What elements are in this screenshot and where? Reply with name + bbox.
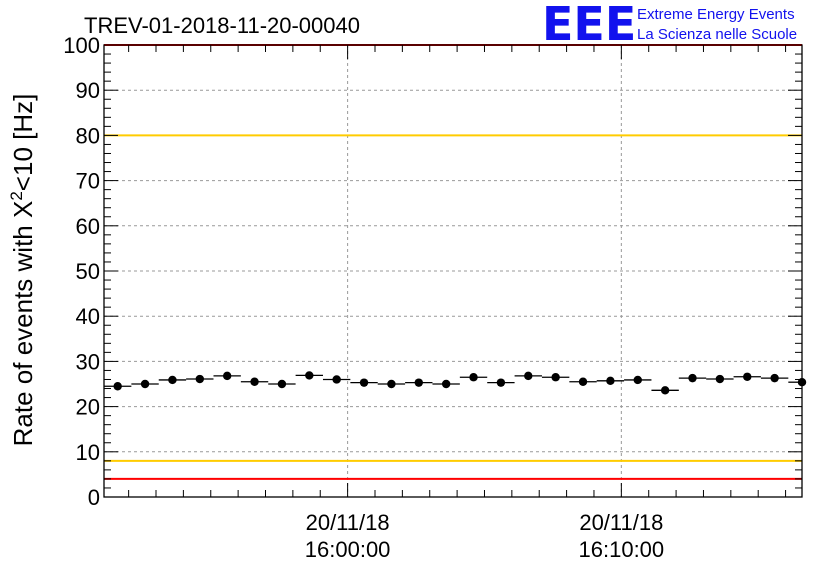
y-tick-label: 50	[76, 259, 100, 284]
y-tick-label: 30	[76, 349, 100, 374]
data-point	[305, 371, 314, 380]
data-point	[578, 377, 588, 386]
y-tick-label: 20	[76, 395, 100, 420]
data-point	[606, 376, 615, 386]
eee-logo-mark: EEE	[542, 0, 636, 51]
data-point	[715, 374, 725, 384]
eee-logo-line2: La Scienza nelle Scuole	[637, 26, 797, 43]
data-point	[660, 386, 670, 395]
data-point	[332, 375, 341, 384]
data-point	[524, 371, 533, 381]
y-tick-label: 100	[63, 33, 100, 58]
x-tick-label-date: 20/11/18	[579, 510, 663, 535]
data-point	[250, 377, 259, 386]
data-point	[633, 375, 642, 385]
x-tick-label-date: 20/11/18	[306, 510, 390, 535]
y-tick-label: 90	[76, 78, 100, 103]
data-point	[441, 379, 451, 389]
eee-logo-line1: Extreme Energy Events	[637, 6, 795, 23]
y-tick-label: 10	[76, 440, 100, 465]
y-tick-label: 40	[76, 304, 100, 329]
y-axis-label-superscript: 2	[7, 191, 26, 200]
data-point	[496, 378, 506, 387]
y-tick-labels: 0 10 20 30 40 50 60 70 80 90 100	[63, 33, 100, 510]
y-tick-label: 80	[76, 123, 100, 148]
chart-title: TREV-01-2018-11-20-00040	[84, 13, 360, 38]
y-axis-label-tail: <10 [Hz]	[8, 94, 38, 192]
data-point	[414, 378, 423, 387]
y-axis-label-main: Rate of events with X	[8, 201, 38, 447]
x-tick-label-time: 16:00:00	[305, 537, 391, 562]
plot-frame	[103, 44, 803, 498]
data-point	[222, 371, 232, 381]
y-tick-label: 70	[76, 169, 100, 194]
data-point	[469, 373, 478, 382]
data-point	[168, 375, 177, 385]
y-tick-label: 60	[76, 214, 100, 239]
y-axis-label: Rate of events with X2<10 [Hz]	[7, 94, 38, 447]
data-point	[140, 379, 150, 389]
x-tick-label-time: 16:10:00	[579, 537, 665, 562]
data-point	[770, 373, 779, 383]
y-tick-label: 0	[88, 485, 100, 510]
data-point	[277, 379, 287, 389]
data-point	[195, 374, 205, 384]
data-point	[743, 372, 752, 381]
eee-logo: EEE Extreme Energy Events La Scienza nel…	[542, 0, 797, 51]
data-point	[113, 382, 122, 391]
data-point	[387, 379, 396, 389]
data-point	[359, 378, 369, 387]
data-point	[688, 373, 697, 383]
data-point	[551, 373, 560, 382]
